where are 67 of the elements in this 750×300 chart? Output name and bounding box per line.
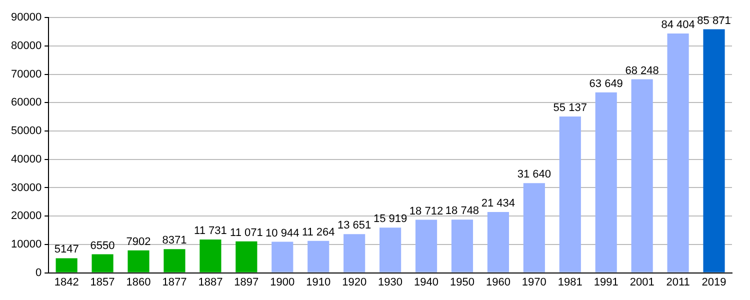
data-label: 11 264 [302,226,335,238]
data-label: 85 871 [697,14,731,27]
x-tick-label: 1991 [594,276,618,288]
data-label: 11 071 [230,226,263,239]
data-label: 18 748 [445,205,480,218]
data-label: 18 712 [409,205,444,218]
x-tick-label: 1950 [450,276,474,288]
x-tick-label: 1897 [234,276,259,288]
y-tick-label: 60000 [10,96,42,109]
bar [631,79,653,272]
x-tick-label: 1981 [558,276,582,288]
data-label: 84 404 [661,19,695,31]
data-label: 7902 [126,236,151,248]
x-tick-label: 1910 [306,276,331,288]
y-tick-label: 70000 [10,68,42,80]
data-label: 13 651 [337,220,372,232]
y-tick-label: 90000 [10,12,42,24]
y-tick-label: 30000 [10,182,42,194]
bar [380,228,402,272]
bar [667,33,689,272]
y-tick-label: 40000 [10,153,42,166]
bar [523,183,545,272]
data-label: 11 731 [194,225,227,238]
y-tick-label: 0 [35,266,42,279]
bar [559,116,581,272]
bar [415,220,438,272]
data-label: 6550 [90,240,115,252]
bar [272,242,294,272]
x-tick-label: 1860 [126,276,151,288]
data-label: 31 640 [517,168,551,181]
y-tick-label: 80000 [10,40,42,52]
x-tick-label: 1887 [198,276,223,288]
x-tick-label: 2001 [630,276,654,288]
x-tick-label: 2011 [666,276,690,288]
data-label: 68 248 [625,64,659,77]
bar [92,254,114,272]
data-label: 55 137 [553,102,587,114]
y-tick-label: 20000 [10,210,42,222]
data-label: 21 434 [481,198,516,210]
x-tick-label: 1842 [54,276,79,288]
bar [128,250,150,272]
bar [595,92,617,272]
data-label: 63 649 [589,78,623,90]
y-tick-label: 10000 [10,238,42,250]
bar [703,29,725,272]
bar [236,241,258,272]
x-tick-label: 1920 [342,276,367,288]
bar [200,240,222,272]
bar [487,212,509,272]
data-label: 15 919 [373,213,408,226]
x-tick-label: 2019 [702,276,726,288]
bar [344,234,366,272]
bar [308,240,330,272]
x-tick-label: 1877 [162,276,187,288]
y-tick-label: 50000 [10,125,42,138]
bar [451,220,474,272]
x-tick-label: 1900 [270,276,295,288]
bar [56,258,78,272]
data-label: 5147 [54,244,79,256]
x-tick-label: 1970 [522,276,546,288]
data-label: 10 944 [266,227,300,240]
data-label: 8371 [162,234,187,247]
x-tick-label: 1960 [486,276,510,288]
x-tick-label: 1930 [378,276,403,288]
bar [164,249,186,272]
x-tick-label: 1857 [90,276,115,288]
x-tick-label: 1940 [414,276,439,288]
